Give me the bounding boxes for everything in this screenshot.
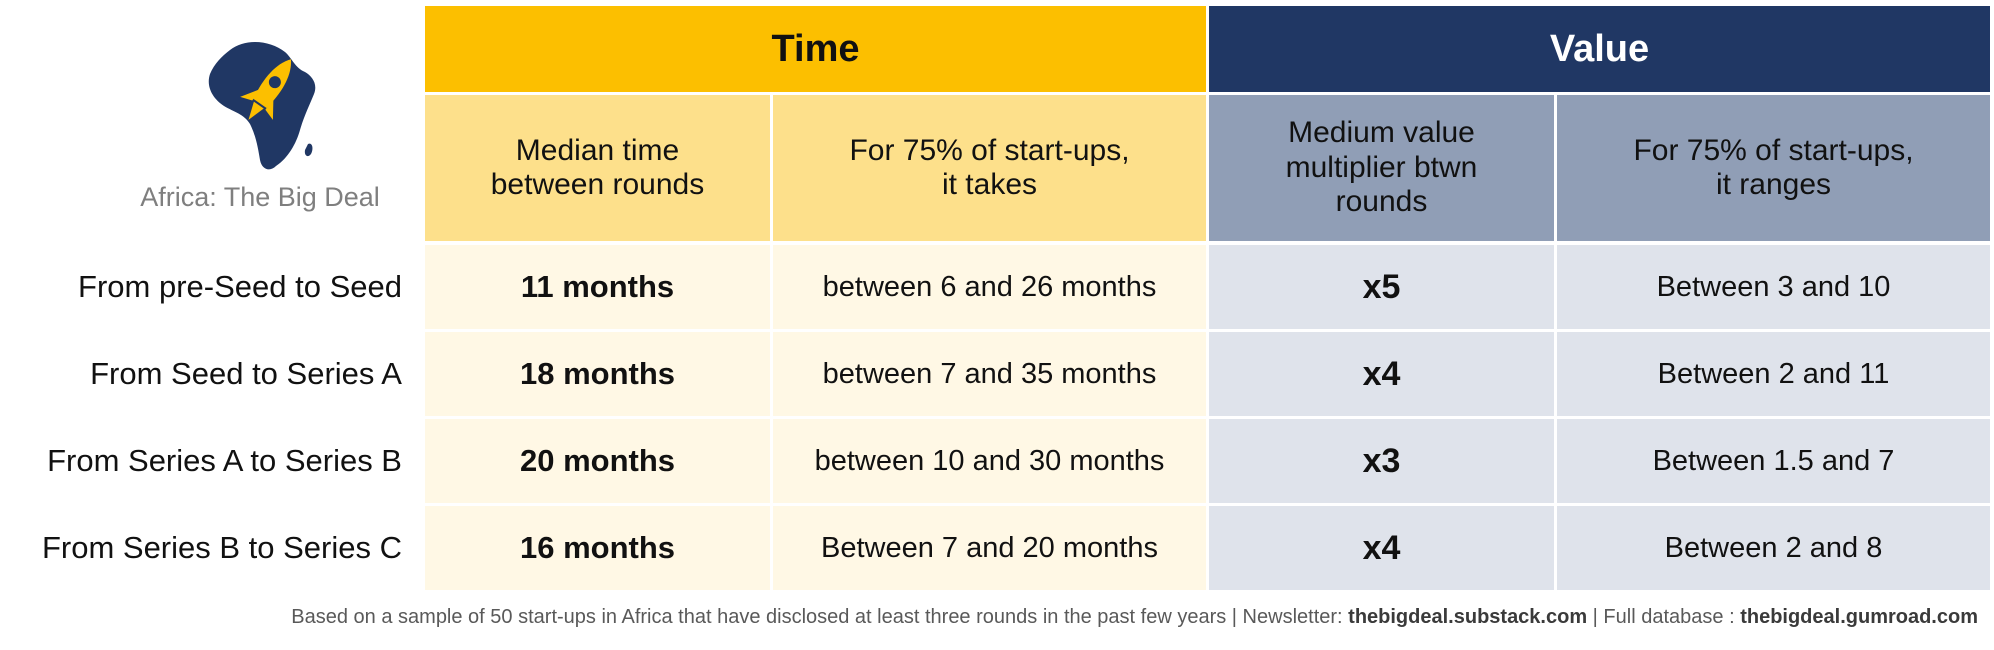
- database-link[interactable]: thebigdeal.gumroad.com: [1740, 606, 1978, 628]
- logo: Africa: The Big Deal: [60, 20, 460, 240]
- row-label: From pre-Seed to Seed: [78, 269, 402, 304]
- time-range-cell: between 10 and 30 months: [773, 419, 1206, 503]
- value-range-cell: Between 2 and 8: [1557, 506, 1990, 590]
- time-range-cell: Between 7 and 20 months: [773, 506, 1206, 590]
- time-range-cell: between 6 and 26 months: [773, 245, 1206, 329]
- africa-rocket-icon: [208, 41, 316, 170]
- value-multiplier-header: Medium value multiplier btwn rounds: [1209, 95, 1554, 241]
- newsletter-link[interactable]: thebigdeal.substack.com: [1348, 606, 1588, 628]
- median-time-cell: 11 months: [425, 245, 770, 329]
- footer-text: Based on a sample of 50 start-ups in Afr…: [291, 606, 1349, 628]
- value-range-cell: Between 3 and 10: [1557, 245, 1990, 329]
- row-label: From Series A to Series B: [47, 443, 402, 478]
- multiplier-cell: x5: [1209, 245, 1554, 329]
- multiplier-cell: x3: [1209, 419, 1554, 503]
- time-group-header: Time: [425, 6, 1206, 92]
- value-group-header: Value: [1209, 6, 1990, 92]
- multiplier-cell: x4: [1209, 506, 1554, 590]
- median-time-cell: 16 months: [425, 506, 770, 590]
- median-time-cell: 18 months: [425, 332, 770, 416]
- row-label: From Series B to Series C: [41, 530, 402, 565]
- logo-text: Africa: The Big Deal: [140, 182, 380, 212]
- footer-separator: | Full database :: [1587, 606, 1741, 628]
- value-range-cell: Between 1.5 and 7: [1557, 419, 1990, 503]
- row-label: From Seed to Series A: [90, 356, 402, 391]
- time-75-header: For 75% of start-ups, it takes: [773, 95, 1206, 241]
- footer-note: Based on a sample of 50 start-ups in Afr…: [0, 606, 1978, 629]
- multiplier-cell: x4: [1209, 332, 1554, 416]
- median-time-header: Median time between rounds: [425, 95, 770, 241]
- time-range-cell: between 7 and 35 months: [773, 332, 1206, 416]
- value-range-cell: Between 2 and 11: [1557, 332, 1990, 416]
- median-time-cell: 20 months: [425, 419, 770, 503]
- value-75-header: For 75% of start-ups, it ranges: [1557, 95, 1990, 241]
